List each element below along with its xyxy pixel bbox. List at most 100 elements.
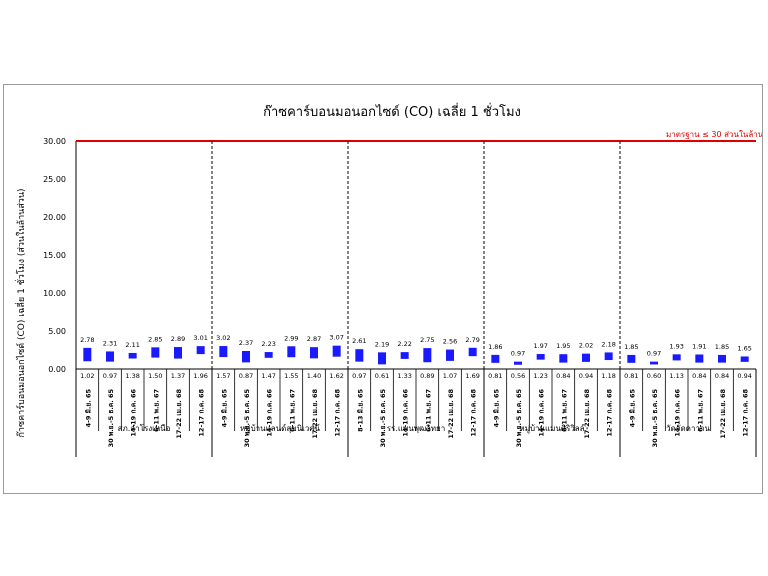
min-label: 0.56 [511, 372, 525, 380]
min-label: 0.94 [579, 372, 593, 380]
bar-0-0 [83, 347, 92, 362]
min-label: 0.60 [647, 372, 661, 380]
bar-3-0 [491, 354, 500, 363]
bar-1-0 [219, 346, 228, 358]
category-label: 6-11 พ.ย. 67 [696, 389, 704, 432]
min-label: 0.84 [715, 372, 729, 380]
chart-frame: ก๊าซคาร์บอนมอนอกไซด์ (CO) เฉลี่ย 1 ชั่วโ… [3, 84, 763, 494]
min-label: 1.07 [443, 372, 457, 380]
min-label: 0.97 [103, 372, 117, 380]
bar-3-4 [582, 353, 590, 362]
min-label: 1.37 [171, 372, 185, 380]
max-label: 2.89 [171, 335, 185, 343]
max-label: 3.07 [329, 334, 343, 342]
y-tick-label: 25.00 [43, 175, 66, 184]
category-label: 12-17 ก.ค. 68 [198, 389, 206, 437]
bar-1-1 [242, 350, 250, 363]
min-label: 0.61 [375, 372, 389, 380]
min-label: 1.50 [148, 372, 162, 380]
category-label: 12-17 ก.ค. 68 [470, 389, 478, 437]
bar-2-4 [446, 349, 454, 361]
min-label: 1.62 [329, 372, 343, 380]
max-label: 2.99 [284, 334, 298, 342]
category-label: 6-11 พ.ย. 67 [288, 389, 296, 432]
min-label: 1.40 [307, 372, 321, 380]
max-label: 2.31 [103, 339, 117, 347]
bar-4-1 [650, 361, 658, 365]
group-label: วัดจัดคาวาน [666, 424, 710, 433]
min-label: 1.57 [216, 372, 230, 380]
max-label: 2.56 [443, 338, 457, 346]
bar-2-0 [355, 349, 364, 362]
group-label: สภ.ลำโรงเหนือ [118, 423, 171, 433]
y-tick-label: 30.00 [43, 137, 66, 146]
max-label: 2.23 [261, 340, 275, 348]
min-label: 1.18 [601, 372, 615, 380]
min-label: 1.33 [397, 372, 411, 380]
min-label: 0.94 [737, 372, 751, 380]
bar-1-5 [332, 345, 341, 357]
max-label: 1.91 [692, 342, 706, 350]
min-label: 1.96 [193, 372, 207, 380]
max-label: 2.75 [420, 336, 434, 344]
max-label: 1.95 [556, 342, 570, 350]
bar-0-1 [106, 351, 114, 362]
category-label: 14-19 ก.ค. 66 [130, 389, 138, 437]
category-label: 12-17 ก.ค. 68 [606, 389, 614, 437]
y-tick-label: 15.00 [43, 251, 66, 260]
category-label: 4-9 มิ.ย. 65 [492, 389, 500, 428]
bar-3-5 [604, 352, 613, 361]
min-label: 1.38 [125, 372, 139, 380]
chart-title: ก๊าซคาร์บอนมอนอกไซด์ (CO) เฉลี่ย 1 ชั่วโ… [263, 103, 521, 120]
min-label: 0.89 [420, 372, 434, 380]
min-label: 0.87 [239, 372, 253, 380]
co-chart: ก๊าซคาร์บอนมอนอกไซด์ (CO) เฉลี่ย 1 ชั่วโ… [14, 103, 762, 457]
group-label: หมู่บ้านแมนศิริวิลล์ [519, 423, 584, 434]
max-label: 0.97 [647, 350, 661, 358]
group-label: หมู่บ้านแลนด์สุขนิเวศน์ [240, 423, 320, 434]
max-label: 1.86 [488, 343, 502, 351]
plot-area: 0.00 5.00 10.00 15.00 20.00 25.00 30.00 2.78 1.0… [43, 137, 757, 457]
max-label: 1.65 [737, 344, 751, 352]
max-label: 2.85 [148, 335, 162, 343]
category-label: 12-17 ก.ค. 68 [334, 389, 342, 437]
max-label: 2.79 [465, 336, 479, 344]
bar-3-3 [559, 354, 568, 363]
y-tick-label: 5.00 [48, 327, 66, 336]
category-label: 6-11 พ.ย. 67 [424, 389, 432, 432]
category-label: 17-22 เม.ย. 68 [583, 389, 591, 439]
min-label: 1.23 [533, 372, 547, 380]
y-axis-label: ก๊าซคาร์บอนมอนอกไซด์ (CO) เฉลี่ย 1 ชั่วโ… [14, 188, 27, 437]
category-label: 8-13 มิ.ย. 65 [356, 389, 364, 432]
bar-2-5 [468, 347, 477, 357]
bar-0-2 [128, 352, 137, 359]
bar-3-2 [536, 354, 545, 360]
bar-2-1 [378, 352, 386, 365]
bar-2-2 [400, 352, 409, 359]
max-label: 1.93 [669, 342, 683, 350]
category-label: 6-11 พ.ย. 67 [152, 389, 160, 432]
category-label: 17-22 เม.ย. 68 [719, 389, 727, 439]
min-label: 0.84 [692, 372, 706, 380]
category-label: 4-9 มิ.ย. 65 [628, 389, 636, 428]
max-label: 2.37 [239, 339, 253, 347]
bar-3-1 [514, 361, 522, 365]
category-label: 17-22 เม.ย. 68 [447, 389, 455, 439]
bar-4-0 [627, 354, 636, 363]
category-label: 4-9 มิ.ย. 65 [84, 389, 92, 428]
bar-0-4 [174, 347, 182, 359]
min-label: 1.02 [80, 372, 94, 380]
y-tick-label: 0.00 [48, 365, 66, 374]
bar-0-3 [151, 347, 160, 358]
category-label: 30 พ.ย.-5 ธ.ค. 65 [243, 389, 251, 448]
min-label: 1.13 [669, 372, 683, 380]
max-label: 1.85 [624, 343, 638, 351]
bar-4-5 [740, 356, 749, 362]
max-label: 2.61 [352, 337, 366, 345]
max-label: 3.02 [216, 334, 230, 342]
bar-2-3 [423, 348, 432, 363]
bar-4-3 [695, 354, 704, 363]
category-label: 30 พ.ย.-5 ธ.ค. 65 [651, 389, 659, 448]
max-label: 1.97 [533, 342, 547, 350]
bar-0-5 [196, 346, 205, 355]
